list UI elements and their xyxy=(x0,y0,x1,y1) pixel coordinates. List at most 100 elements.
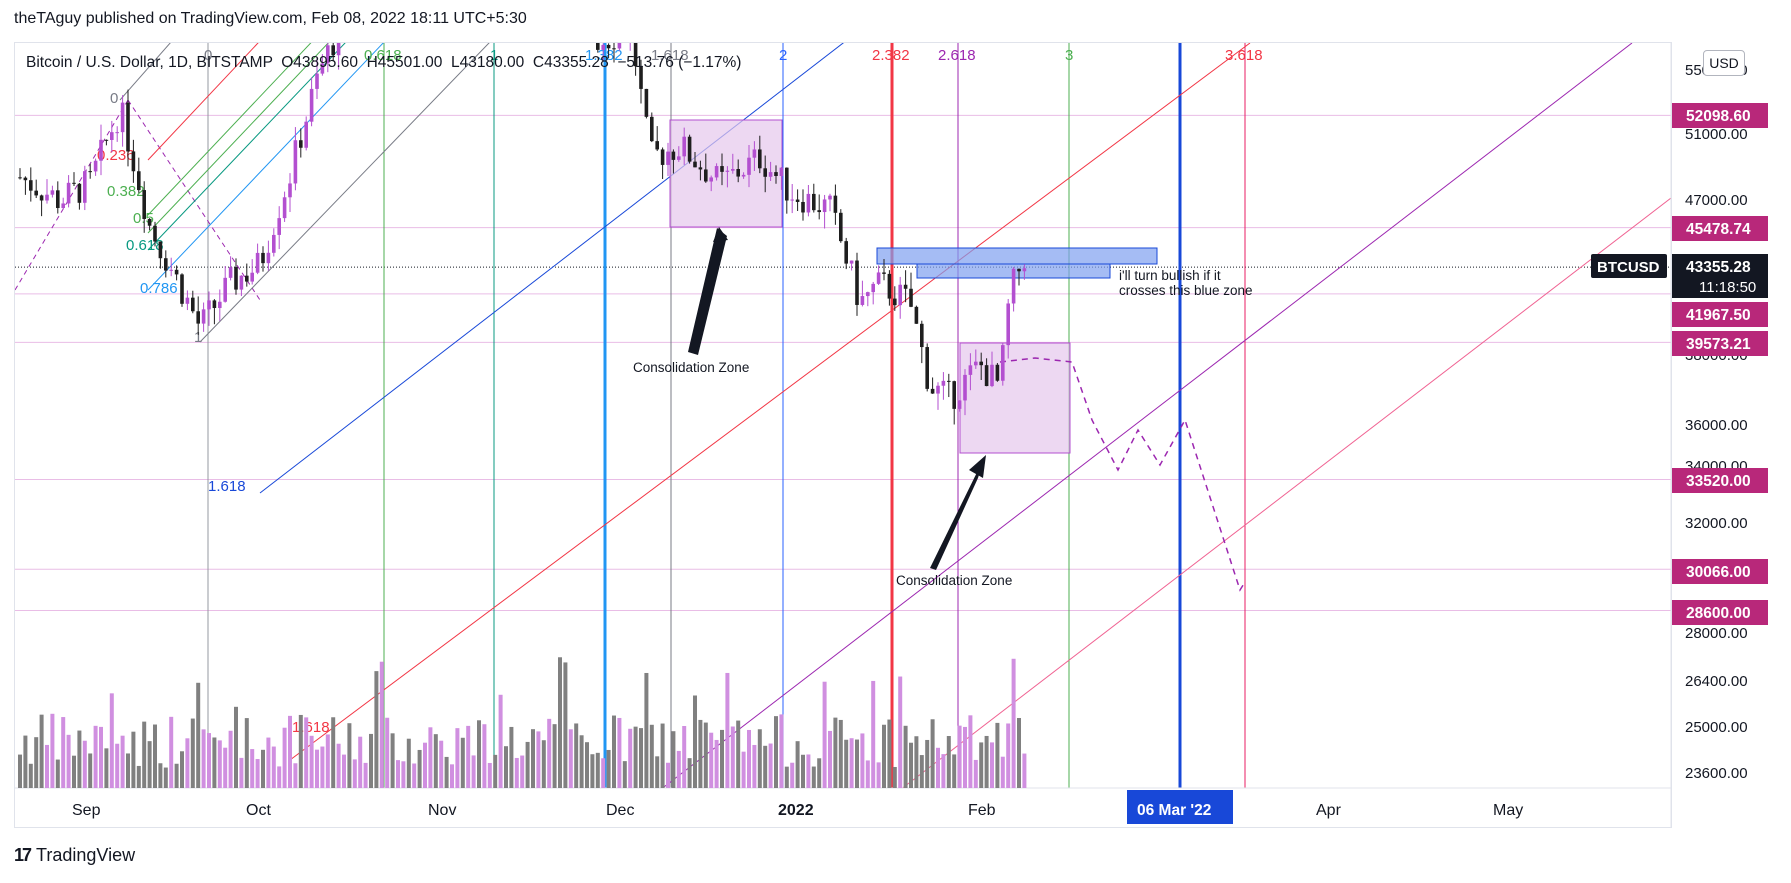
candle-body xyxy=(93,160,98,172)
arrow-1 xyxy=(688,228,727,355)
volume-bar xyxy=(768,743,773,788)
candle-body xyxy=(34,190,38,196)
volume-bar xyxy=(509,726,514,788)
candle-body xyxy=(137,171,141,191)
candle-body xyxy=(185,297,190,304)
volume-bar xyxy=(374,671,379,788)
price-level-tag-label: 45478.74 xyxy=(1686,221,1751,238)
candle-body xyxy=(655,141,659,150)
fib-time-label: 2 xyxy=(779,47,787,64)
volume-bar xyxy=(595,752,600,788)
candle-body xyxy=(288,183,292,198)
candle-body xyxy=(1017,268,1021,272)
fib-channel-label: 0.382 xyxy=(107,183,145,200)
candle-body xyxy=(936,385,940,394)
candle-body xyxy=(925,347,929,389)
candle-body xyxy=(66,182,71,204)
candle-body xyxy=(553,0,557,1)
volume-bar xyxy=(1017,717,1021,788)
volume-bar xyxy=(433,734,438,788)
candles xyxy=(18,0,1027,788)
candle-body xyxy=(855,260,859,305)
volume-bar xyxy=(1006,723,1011,788)
volume-bar xyxy=(612,715,616,788)
volume-bar xyxy=(892,766,897,788)
x-tick-label: Sep xyxy=(72,802,101,819)
volume-bar xyxy=(288,715,292,788)
candle-body xyxy=(974,361,978,366)
candle-body xyxy=(99,139,103,161)
pitchfork-line xyxy=(147,43,329,234)
candle-body xyxy=(196,311,200,324)
candle-body xyxy=(293,140,298,184)
candle-body xyxy=(687,136,692,162)
volume-bar xyxy=(698,719,703,788)
candle-body xyxy=(893,298,897,306)
volume-bar xyxy=(50,713,55,788)
candle-body xyxy=(795,199,800,202)
candle-body xyxy=(752,149,757,158)
candle-body xyxy=(50,190,55,195)
volume-bar xyxy=(234,706,238,788)
volume-bar xyxy=(973,759,978,788)
candle-body xyxy=(110,132,114,140)
price-level-tag xyxy=(1672,103,1768,128)
y-tick-label: 36000.00 xyxy=(1685,417,1748,434)
candle-body xyxy=(29,180,33,191)
volume-bar xyxy=(633,726,638,788)
pitchfork-line xyxy=(199,43,490,343)
fib-time-label: 2.382 xyxy=(872,47,910,64)
current-price-countdown: 11:18:50 xyxy=(1699,279,1756,296)
candle-body xyxy=(920,323,924,348)
volume-bar xyxy=(720,729,724,788)
candle-body xyxy=(266,252,271,264)
pitchfork-line xyxy=(661,43,1633,788)
fib-channel-label: 0.786 xyxy=(140,280,178,297)
candle-body xyxy=(228,267,233,278)
candle-body xyxy=(234,267,238,290)
volume-bar xyxy=(72,755,76,788)
candle-body xyxy=(131,151,136,172)
candle-body xyxy=(45,194,49,201)
pitchfork-line xyxy=(147,43,312,216)
price-level-tag xyxy=(1672,468,1768,493)
volume-bar xyxy=(622,761,627,788)
candle-body xyxy=(650,116,654,142)
volume-bar xyxy=(903,725,908,788)
volume-bar xyxy=(271,746,276,788)
volume-bar xyxy=(217,740,222,788)
candle-body xyxy=(348,6,352,12)
candle-body xyxy=(277,218,281,235)
currency-button[interactable]: USD xyxy=(1703,50,1745,76)
candle-body xyxy=(639,66,643,89)
candle-body xyxy=(77,183,82,203)
price-level-tag xyxy=(1672,216,1768,241)
candle-body xyxy=(709,177,713,182)
volume-bar xyxy=(255,759,260,788)
candle-body xyxy=(623,32,627,38)
volume-bar xyxy=(261,749,265,788)
volume-bar xyxy=(504,746,508,788)
volume-bar xyxy=(423,742,427,788)
candle-body xyxy=(660,149,665,165)
price-level-tag-label: 33520.00 xyxy=(1686,473,1751,490)
candle-body xyxy=(677,156,681,160)
volume-bar xyxy=(514,757,519,788)
candle-body xyxy=(353,0,357,12)
volume-bar xyxy=(104,748,109,788)
tradingview-logo[interactable]: 17 TradingView xyxy=(14,845,135,866)
candle-body xyxy=(806,193,811,213)
volume-bar xyxy=(28,763,33,788)
volume-bar xyxy=(223,747,228,788)
candle-body xyxy=(790,199,794,201)
candle-body xyxy=(898,284,902,306)
candle-body xyxy=(147,218,152,226)
crosshair-date-label: 06 Mar '22 xyxy=(1137,802,1211,819)
candle-body xyxy=(299,140,303,148)
candle-body xyxy=(88,171,92,173)
candle-body xyxy=(839,212,843,242)
candle-body xyxy=(763,168,767,177)
candle-body xyxy=(158,241,163,259)
arrow-2 xyxy=(930,456,985,570)
